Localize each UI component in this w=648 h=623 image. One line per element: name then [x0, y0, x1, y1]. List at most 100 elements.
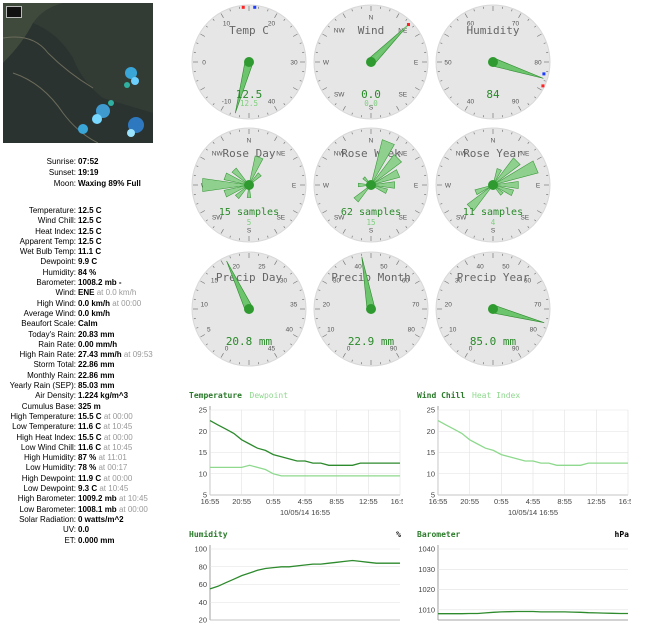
- conditions-label: Temperature:: [28, 206, 76, 215]
- chart-windchill[interactable]: Wind Chill Heat Index 5 10 15 20 25 16:55 20:55 0…: [416, 390, 631, 520]
- gauge-tick: [220, 105, 224, 111]
- gauge-tick: [299, 327, 302, 329]
- gauge-tick-label: SE: [398, 214, 407, 221]
- gauge-humidity[interactable]: 40 50 60 70 80 90 Humidity 84: [434, 3, 552, 121]
- chart-temperature[interactable]: Temperature Dewpoint 5 10 15 20 25 16:55 20:55 0:…: [188, 390, 403, 520]
- conditions-label: High Barometer:: [17, 494, 76, 504]
- chart-series-line: [209, 420, 400, 466]
- gauge-tick: [351, 256, 353, 259]
- chart-x-tick-label: 8:55: [557, 497, 572, 506]
- conditions-row: High Dewpoint: 11.9 C at 00:00: [0, 474, 200, 484]
- chart-barometer[interactable]: Barometer hPa 1010 1020 1030 1040: [416, 529, 631, 623]
- gauge-tick: [327, 25, 330, 28]
- gauge-wind[interactable]: N NE E SE S SW W NW Wind 0.00.0: [312, 3, 430, 121]
- conditions-row: Cumulus Base: 325 m: [0, 402, 200, 412]
- conditions-value: 20.83 mm: [78, 330, 114, 340]
- gauge-tick-label: NW: [456, 151, 468, 158]
- gauge-tick-label: NW: [334, 151, 346, 158]
- gauge-tick: [212, 141, 215, 144]
- gauge-tick: [267, 9, 269, 12]
- gauge-tick: [421, 289, 424, 291]
- gauge-rose-week[interactable]: N NE E SE S SW W NW Rose Week 62 samples 15: [312, 126, 430, 244]
- gauge-precip-day[interactable]: 0 5 10 15 20 25 30 35 40 45 Precip Day 20.8 mm: [190, 250, 308, 368]
- conditions-value: 27.43 mm/h at 09:53: [78, 350, 153, 360]
- conditions-label: High Dewpoint:: [21, 473, 76, 483]
- gauge-dial: 40 50 60 70 80 90 Humidity 84: [435, 4, 551, 120]
- gauge-tick: [299, 42, 302, 44]
- conditions-value: 78 % at 00:17: [78, 463, 127, 473]
- conditions-value-text: 9.9 C: [78, 257, 98, 267]
- gauge-tick-label: 15: [211, 278, 219, 285]
- gauge-tick-label: N: [369, 138, 374, 145]
- gauge-tick: [412, 25, 415, 28]
- conditions-value-text: 11.9 C: [78, 473, 102, 483]
- gauge-tick: [464, 228, 468, 234]
- conditions-value-text: 11.6 C: [78, 422, 102, 432]
- astro-value: 07:52: [78, 157, 99, 166]
- gauge-dial: -10 0 10 20 30 40 Temp C 12.512.5: [191, 4, 307, 120]
- conditions-value-text: 15.5 C: [78, 432, 102, 442]
- conditions-value: 0.000 mm: [78, 536, 114, 546]
- gauge-tick: [334, 141, 337, 144]
- gauge-tick: [283, 103, 286, 106]
- gauge-tick: [299, 80, 302, 82]
- conditions-row: High Heat Index: 15.5 C at 00:00: [0, 433, 200, 443]
- gauge-tick-label: SW: [334, 91, 345, 98]
- chart-series-line: [210, 464, 400, 477]
- conditions-value-text: 27.43 mm/h: [78, 350, 122, 360]
- conditions-row: Wind Chill: 12.5 C: [0, 216, 200, 226]
- gauge-tick: [351, 235, 353, 238]
- gauge-min-marker: [253, 5, 257, 9]
- conditions-value-text: 0.0 km/h: [78, 298, 111, 308]
- gauge-tick: [200, 87, 206, 91]
- chart-y-tick-label: 5: [203, 491, 207, 500]
- gauge-tick: [196, 80, 199, 82]
- conditions-row: Low Wind Chill: 11.6 C at 10:45: [0, 443, 200, 453]
- gauge-tick: [527, 265, 530, 268]
- conditions-timestamp: at 10:45: [118, 494, 148, 504]
- chart-title: Humidity: [189, 529, 228, 539]
- chart-canvas: Wind Chill Heat Index 5 10 15 20 25 16:55 20:55 0…: [417, 390, 631, 517]
- conditions-row: Low Temperature: 11.6 C at 10:45: [0, 422, 200, 432]
- gauge-tick: [527, 18, 530, 21]
- conditions-value: 12.5 C: [78, 206, 102, 216]
- chart-canvas: Temperature Dewpoint 5 10 15 20 25 16:55 20:55 0:…: [189, 391, 403, 517]
- gauge-precip-year[interactable]: 0 10 20 30 40 50 60 70 80 90 Precip Year 85.0 mm: [434, 250, 552, 368]
- gauge-rose-year[interactable]: N NE E SE S SW W NW Rose Year 11 samples 4: [434, 126, 552, 244]
- conditions-row: Storm Total: 22.86 mm: [0, 360, 200, 370]
- chart-y-tick-label: 1040: [418, 545, 435, 554]
- gauge-tick: [200, 156, 206, 160]
- conditions-value: 11.1 C: [78, 247, 101, 257]
- gauge-tick: [196, 289, 199, 291]
- gauge-tick-label: E: [536, 183, 541, 190]
- gauge-tick-label: 20: [445, 301, 453, 308]
- gauge-precip-month[interactable]: 0 10 20 30 40 50 60 70 80 90 Precip Month 22.9 mm: [312, 250, 430, 368]
- gauge-tick: [534, 148, 537, 151]
- gauge-tick-label: 0: [225, 345, 229, 352]
- gauge-tick-label: 50: [444, 60, 452, 67]
- chart-humidity[interactable]: Humidity% 20 40 60 80 100: [188, 529, 403, 623]
- gauge-tick-label: NE: [398, 28, 408, 35]
- gauge-tick: [274, 13, 278, 19]
- radar-image[interactable]: [3, 3, 153, 143]
- gauge-tick: [456, 226, 459, 229]
- gauge-tick: [327, 272, 330, 275]
- gauge-tick-label: W: [323, 183, 330, 190]
- conditions-timestamp: at 00:00: [103, 473, 133, 483]
- gauge-tick: [322, 280, 328, 284]
- gauge-tick: [220, 260, 224, 266]
- gauge-tick: [534, 25, 537, 28]
- gauge-tick-label: 0: [347, 345, 351, 352]
- gauge-tick-label: SE: [276, 214, 285, 221]
- conditions-row: Yearly Rain (SEP): 85.03 mm: [0, 381, 200, 391]
- gauge-tick: [449, 148, 452, 151]
- radar-logo: [6, 6, 22, 18]
- gauge-tick: [196, 42, 199, 44]
- conditions-label: Yearly Rain (SEP):: [9, 381, 76, 391]
- gauge-tick: [205, 343, 208, 346]
- conditions-value: Calm: [78, 319, 98, 329]
- gauge-temperature[interactable]: -10 0 10 20 30 40 Temp C 12.5 12.5: [190, 3, 308, 121]
- conditions-value: 87 % at 11:01: [78, 453, 127, 463]
- gauge-tick: [444, 280, 450, 284]
